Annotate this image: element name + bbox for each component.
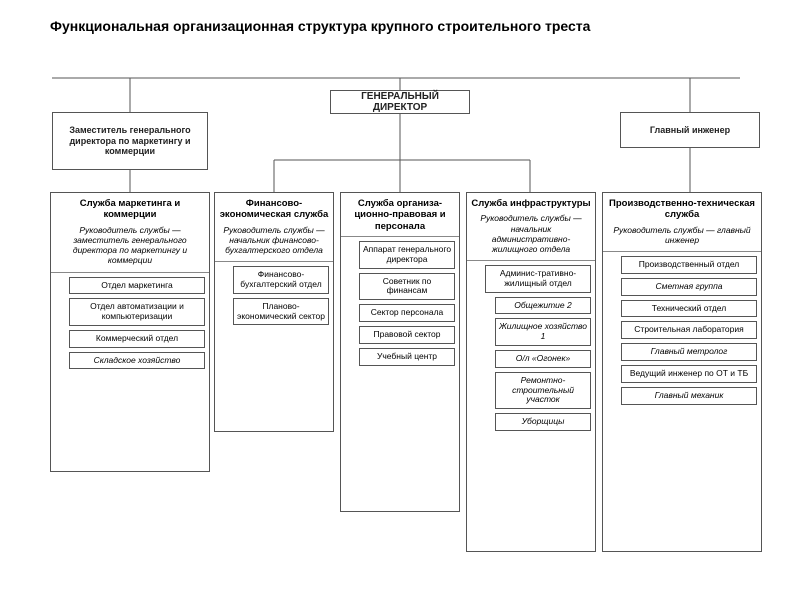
col2-item-0: Аппарат генерального директора	[359, 241, 455, 269]
col4-item-4: Главный метролог	[621, 343, 757, 361]
col4-item-0: Производственный отдел	[621, 256, 757, 274]
col3-nested-3: Ремонтно-строительный участок	[495, 372, 591, 409]
col3-service: Служба инфраструктуры	[471, 198, 591, 209]
col1-service: Финансово-экономическая служба	[219, 198, 329, 221]
col0-item-0: Отдел маркетинга	[69, 277, 205, 295]
col3-nested-2: О/л «Огонек»	[495, 350, 591, 368]
col4-item-6: Главный механик	[621, 387, 757, 405]
col4: Производственно-техническая служба Руков…	[602, 192, 762, 552]
col3-nested-1: Жилищное хозяйство 1	[495, 318, 591, 346]
col2-item-1: Советник по финансам	[359, 273, 455, 301]
col4-item-3: Строительная лаборатория	[621, 321, 757, 339]
col0-item-3: Складское хозяйство	[69, 352, 205, 370]
org-chart-page: Функциональная организационная структура…	[0, 0, 800, 600]
root-node: ГЕНЕРАЛЬНЫЙ ДИРЕКТОР	[330, 90, 470, 114]
col3-group-head: Админис-тративно-жилищный отдел	[485, 265, 591, 293]
col0-item-1: Отдел автоматизации и компьютеризации	[69, 298, 205, 326]
col3-nested-4: Уборщицы	[495, 413, 591, 431]
col4-service: Производственно-техническая служба	[607, 198, 757, 221]
col0-leader: Руководитель службы — заместитель генера…	[55, 225, 205, 266]
col2-service: Служба организа-ционно-правовая и персон…	[345, 198, 455, 232]
col2: Служба организа-ционно-правовая и персон…	[340, 192, 460, 512]
col0-head: Заместитель генерального директора по ма…	[52, 112, 208, 170]
col1-item-1: Планово-экономический сектор	[233, 298, 329, 326]
col1-leader: Руководитель службы — начальник финансов…	[219, 225, 329, 256]
col0: Служба маркетинга и коммерции Руководите…	[50, 192, 210, 472]
col4-item-5: Ведущий инженер по ОТ и ТБ	[621, 365, 757, 383]
col4-item-2: Технический отдел	[621, 300, 757, 318]
col1: Финансово-экономическая служба Руководит…	[214, 192, 334, 432]
col2-item-2: Сектор персонала	[359, 304, 455, 322]
col0-item-2: Коммерческий отдел	[69, 330, 205, 348]
col2-item-3: Правовой сектор	[359, 326, 455, 344]
col4-leader: Руководитель службы — главный инженер	[607, 225, 757, 245]
col2-item-4: Учебный центр	[359, 348, 455, 366]
col3: Служба инфраструктуры Руководитель служб…	[466, 192, 596, 552]
col4-head: Главный инженер	[620, 112, 760, 148]
col4-item-1: Сметная группа	[621, 278, 757, 296]
col3-leader: Руководитель службы — начальник админист…	[471, 213, 591, 254]
col1-item-0: Финансово-бухгалтерский отдел	[233, 266, 329, 294]
col3-nested-0: Общежитие 2	[495, 297, 591, 315]
col0-service: Служба маркетинга и коммерции	[55, 198, 205, 221]
